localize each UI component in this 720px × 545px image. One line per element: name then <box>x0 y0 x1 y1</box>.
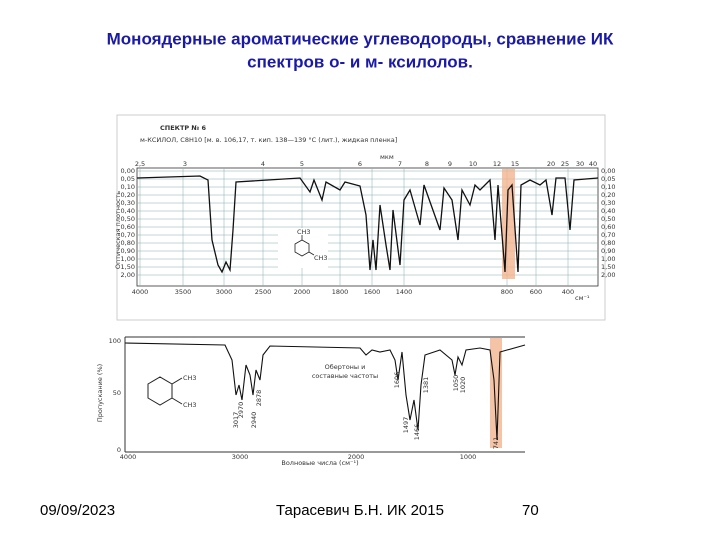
spectrum-line <box>124 342 526 441</box>
micron-tick-label: 4 <box>261 160 265 168</box>
x-tick-label: 600 <box>530 288 542 296</box>
peak-label: 1606 <box>393 372 401 389</box>
substituent: CH3 <box>297 228 311 236</box>
x-tick-label: 1800 <box>332 288 349 296</box>
y-tick-label: 0,30 <box>601 199 615 207</box>
peak-label: 741 <box>492 437 500 449</box>
y-tick-label: 0,90 <box>121 247 135 255</box>
y-tick-label: 0,80 <box>121 239 135 247</box>
micron-tick-label: 8 <box>425 160 429 168</box>
y-tick-label: 1,50 <box>121 263 135 271</box>
x-tick-label: 1400 <box>396 288 413 296</box>
micron-label: мкм <box>380 153 394 161</box>
page-number: 70 <box>522 502 539 519</box>
x-tick-label: 2500 <box>255 288 272 296</box>
annotation: составные частоты <box>312 372 378 380</box>
y-tick-label: 0,50 <box>601 215 615 223</box>
footer-author: Тарасевич Б.Н. ИК 2015 <box>276 502 444 519</box>
y-tick-label: 1,00 <box>121 255 135 263</box>
x-tick-label: 3000 <box>232 453 249 461</box>
peak-label: 1497 <box>402 417 410 434</box>
x-tick-label: 800 <box>501 288 513 296</box>
micron-tick-label: 15 <box>511 160 519 168</box>
x-tick-label: 1000 <box>460 453 477 461</box>
spectrum-heading: СПЕКТР № 6 <box>160 124 207 132</box>
molecule <box>278 228 328 268</box>
y-tick-label: 2,00 <box>121 271 135 279</box>
peak-label: 1020 <box>459 377 467 394</box>
spectrum-caption: м-КСИЛОЛ, C8H10 [м. в. 106,17, т. кип. 1… <box>140 136 397 144</box>
y-tick-label: 0,80 <box>601 239 615 247</box>
footer-date: 09/09/2023 <box>40 502 115 519</box>
title: Моноядерные ароматические углеводороды, … <box>107 29 614 48</box>
micron-tick-label: 10 <box>469 160 477 168</box>
peak-label: 3017 <box>232 412 240 429</box>
y-tick-label: 0,90 <box>601 247 615 255</box>
x-label: Волновые числа (см⁻¹) <box>281 459 358 467</box>
x-tick-label: 2000 <box>348 453 365 461</box>
y-tick-label: 0,20 <box>601 191 615 199</box>
peak-label: 1466 <box>413 424 421 441</box>
y-tick-label: 0,00 <box>121 167 135 175</box>
y-tick-label: 50 <box>113 389 121 397</box>
y-label: Оптическая плотность <box>114 191 122 269</box>
micron-tick-label: 7 <box>398 160 402 168</box>
y-tick-label: 0,60 <box>121 223 135 231</box>
peak-label: 1050 <box>452 375 460 392</box>
substituent: CH3 <box>183 374 197 382</box>
y-tick-label: 0,20 <box>121 191 135 199</box>
x-tick-label: 2000 <box>294 288 311 296</box>
y-tick-label: 0,05 <box>121 175 135 183</box>
micron-tick-label: 9 <box>448 160 452 168</box>
x-tick-label: 3000 <box>216 288 233 296</box>
y-tick-label: 0,40 <box>121 207 135 215</box>
micron-tick-label: 25 <box>561 160 569 168</box>
micron-tick-label: 6 <box>358 160 362 168</box>
y-tick-label: 0,50 <box>121 215 135 223</box>
y-tick-label: 0,70 <box>601 231 615 239</box>
y-label: Пропускание (%) <box>96 364 104 422</box>
molecule <box>147 376 183 406</box>
peak-label: 2970 <box>237 402 245 419</box>
micron-tick-label: 3 <box>183 160 187 168</box>
y-tick-label: 0 <box>117 446 121 454</box>
x-tick-label: 400 <box>562 288 574 296</box>
micron-tick-label: 40 <box>589 160 597 168</box>
y-tick-label: 0,05 <box>601 175 615 183</box>
micron-tick-label: 2,5 <box>135 160 145 168</box>
y-tick-label: 0,30 <box>121 199 135 207</box>
x-label: см⁻¹ <box>575 294 590 302</box>
micron-tick-label: 30 <box>576 160 584 168</box>
x-tick-label: 4000 <box>132 288 149 296</box>
x-tick-label: 4000 <box>120 453 137 461</box>
peak-label: 1381 <box>422 377 430 394</box>
y-tick-label: 1,00 <box>601 255 615 263</box>
annotation: Обертоны и <box>325 363 366 371</box>
y-tick-label: 1,50 <box>601 263 615 271</box>
micron-tick-label: 12 <box>493 160 501 168</box>
x-tick-label: 3500 <box>175 288 192 296</box>
y-tick-label: 2,00 <box>601 271 615 279</box>
substituent: CH3 <box>183 401 197 409</box>
y-tick-label: 0,10 <box>121 183 135 191</box>
peak-label: 2940 <box>250 412 258 429</box>
y-tick-label: 0,00 <box>601 167 615 175</box>
micron-tick-label: 20 <box>547 160 555 168</box>
micron-tick-label: 5 <box>300 160 304 168</box>
y-tick-label: 0,10 <box>601 183 615 191</box>
spectrum-line <box>136 175 599 274</box>
title: спектров о- и м- ксилолов. <box>247 52 473 71</box>
y-tick-label: 0,40 <box>601 207 615 215</box>
peak-label: 2878 <box>255 390 263 407</box>
y-tick-label: 0,70 <box>121 231 135 239</box>
x-tick-label: 1600 <box>364 288 381 296</box>
substituent: CH3 <box>314 254 328 262</box>
y-tick-label: 100 <box>109 337 121 345</box>
y-tick-label: 0,60 <box>601 223 615 231</box>
